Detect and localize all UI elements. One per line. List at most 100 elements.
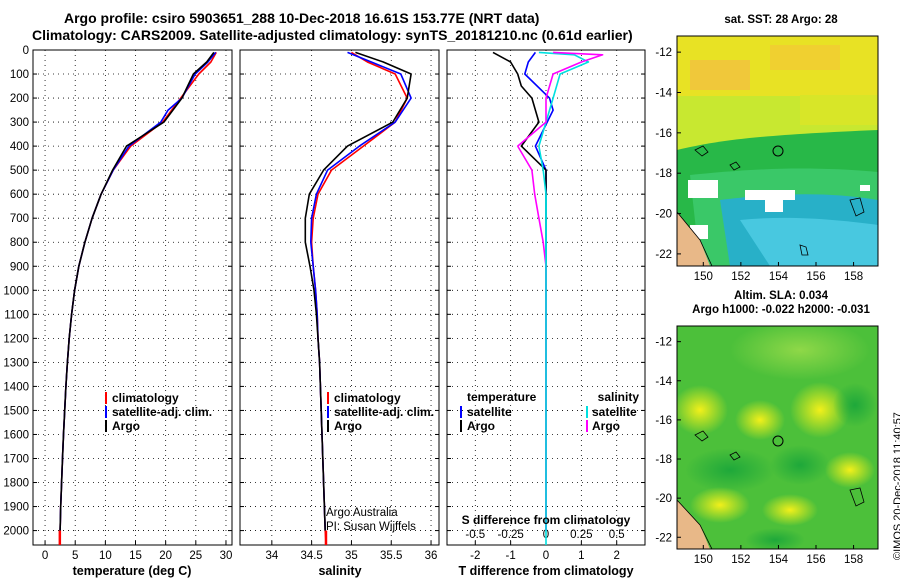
depth-tick-label: 1400 xyxy=(3,381,29,393)
depth-tick-label: 200 xyxy=(10,93,29,105)
series-temperature-argo xyxy=(492,51,547,531)
map-lat-label: -12 xyxy=(655,337,672,349)
sla-field xyxy=(677,326,878,549)
map-axes: 150 152 154 156 158 -12 -14 -16 -18 -20 -22 150 152 1… xyxy=(655,47,863,566)
depth-tick-label: 600 xyxy=(10,189,29,201)
depth-tick-label: 1600 xyxy=(3,429,29,441)
map-lat-label: -16 xyxy=(655,128,672,140)
series-layer xyxy=(58,51,604,545)
map-lon-label: 152 xyxy=(731,271,750,283)
series-climatology xyxy=(59,52,217,543)
map-lat-label: -22 xyxy=(655,249,672,261)
map-lat-label: -22 xyxy=(655,532,672,544)
map-lat-label: -18 xyxy=(655,168,672,180)
x-tick-label: 34 xyxy=(265,550,278,562)
legend-satellite: satellite-adj. clim. xyxy=(334,405,434,419)
sst-argo-position xyxy=(772,145,784,157)
depth-tick-label: 1100 xyxy=(4,309,29,321)
x-tick-label: -1 xyxy=(506,550,516,562)
depth-tick-label: 1200 xyxy=(3,333,29,345)
depth-tick-label: 500 xyxy=(10,165,29,177)
depth-tick-label: 700 xyxy=(10,213,29,225)
map-lon-label: 150 xyxy=(694,554,713,566)
map-lon-label: 158 xyxy=(844,554,863,566)
x-tick-label: 20 xyxy=(159,550,172,562)
x-tick-label: 36 xyxy=(425,550,438,562)
sla-map xyxy=(676,325,879,550)
x-tick-label: 0 xyxy=(543,550,549,562)
x-tick-label: 5 xyxy=(72,550,78,562)
series-temperature-satellite xyxy=(523,51,554,531)
x-top-tick-label: 0.5 xyxy=(609,529,625,541)
series-salinity-argo xyxy=(516,51,604,531)
annotation-pi: PI: Susan Wijffels xyxy=(326,521,416,533)
legend-temperature-title: temperature xyxy=(467,390,537,404)
x-top-tick-label: -0.25 xyxy=(498,529,524,541)
difference-legend: temperature satellite Argo salinity sate… xyxy=(460,390,640,433)
map-lat-label: -14 xyxy=(655,376,672,388)
annotation-argo-australia: Argo Australia xyxy=(326,507,398,519)
legend-satellite: satellite-adj. clim. xyxy=(112,405,212,419)
temperature-panel-frame xyxy=(32,49,233,546)
legend-s-satellite: satellite xyxy=(592,405,637,419)
series-argo xyxy=(59,51,215,531)
difference-xlabel-top: S difference from climatology xyxy=(462,513,631,527)
grid-layer xyxy=(33,49,645,545)
salinity-panel-frame xyxy=(239,49,440,546)
depth-tick-label: 1500 xyxy=(3,405,29,417)
legend-climatology: climatology xyxy=(112,391,179,405)
legend-t-argo: Argo xyxy=(467,419,495,433)
x-top-tick-label: 0.25 xyxy=(570,529,592,541)
map-lon-label: 156 xyxy=(806,271,825,283)
x-tick-label: 25 xyxy=(189,550,202,562)
legend-argo: Argo xyxy=(112,419,140,433)
sla-map-title-2: Argo h1000: -0.022 h2000: -0.031 xyxy=(692,304,870,316)
map-lon-label: 150 xyxy=(694,271,713,283)
depth-axis: 0 100 200 300 400 500 600 700 800 900 1000 1100 1200… xyxy=(3,45,29,538)
map-lon-label: 154 xyxy=(769,554,789,566)
sla-map-title-1: Altim. SLA: 0.034 xyxy=(734,290,828,302)
map-lat-label: -20 xyxy=(655,493,672,505)
x-tick-label: 1 xyxy=(578,550,584,562)
map-lat-label: -16 xyxy=(655,415,672,427)
salinity-legend: climatology satellite-adj. clim. Argo Ar… xyxy=(326,391,434,533)
x-tick-label: 0 xyxy=(42,550,48,562)
depth-tick-label: 0 xyxy=(23,45,29,57)
difference-xlabel: T difference from climatology xyxy=(458,564,633,578)
depth-tick-label: 100 xyxy=(10,69,29,81)
legend-t-satellite: satellite xyxy=(467,405,512,419)
series-climatology xyxy=(310,51,409,543)
x-tick-label: 15 xyxy=(129,550,142,562)
map-lon-label: 154 xyxy=(769,271,789,283)
x-tick-label: 35.5 xyxy=(380,550,402,562)
depth-tick-label: 1300 xyxy=(3,357,29,369)
x-tick-label: 34.5 xyxy=(300,550,322,562)
x-axes: 0 5 10 15 20 25 30 34 34.5 35 35.5 36 -2 -1 0 1 2 -0.5 -0.… xyxy=(42,529,625,562)
depth-tick-label: 1800 xyxy=(3,478,29,490)
map-lat-label: -12 xyxy=(655,47,672,59)
x-tick-label: 10 xyxy=(99,550,112,562)
map-lon-label: 152 xyxy=(731,554,750,566)
sst-map-title: sat. SST: 28 Argo: 28 xyxy=(724,14,838,26)
map-lat-label: -18 xyxy=(655,454,672,466)
x-tick-label: 35 xyxy=(345,550,358,562)
depth-tick-label: 400 xyxy=(10,141,29,153)
depth-tick-label: 1700 xyxy=(3,453,29,465)
x-tick-label: 2 xyxy=(614,550,620,562)
salinity-xlabel: salinity xyxy=(318,564,361,578)
title-line-1: Argo profile: csiro 5903651_288 10-Dec-2… xyxy=(64,10,540,26)
map-lon-label: 156 xyxy=(806,554,825,566)
temperature-xlabel: temperature (deg C) xyxy=(73,564,192,578)
depth-tick-label: 2000 xyxy=(3,526,29,538)
sst-field xyxy=(677,36,878,266)
legend-argo: Argo xyxy=(334,419,362,433)
sst-map xyxy=(676,35,879,267)
depth-tick-label: 1000 xyxy=(3,285,29,297)
legend-salinity-title: salinity xyxy=(598,390,640,404)
sla-argo-position xyxy=(772,435,784,447)
depth-tick-label: 800 xyxy=(10,237,29,249)
x-tick-label: -2 xyxy=(470,550,480,562)
x-tick-label: 30 xyxy=(220,550,233,562)
depth-tick-label: 900 xyxy=(10,261,29,273)
